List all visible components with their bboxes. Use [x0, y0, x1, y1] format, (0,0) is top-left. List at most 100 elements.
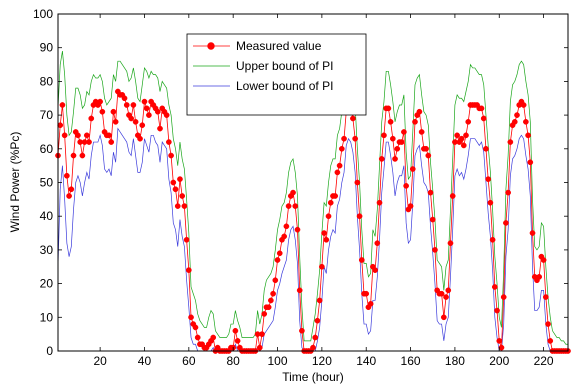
measured-point — [449, 193, 456, 199]
y-tick-label: 20 — [40, 277, 54, 291]
measured-point — [316, 297, 323, 304]
measured-point — [487, 199, 494, 206]
measured-point — [536, 274, 543, 280]
measured-point — [66, 193, 72, 199]
measured-point — [75, 132, 81, 139]
measured-point — [367, 300, 374, 307]
marker-layer — [55, 88, 571, 354]
measured-point — [483, 145, 489, 152]
measured-point — [525, 132, 531, 139]
measured-point — [465, 118, 472, 125]
measured-point — [381, 132, 387, 139]
measured-point — [425, 152, 432, 159]
measured-point — [99, 108, 106, 115]
measured-point — [68, 186, 75, 193]
measured-point — [168, 152, 174, 159]
measured-point — [166, 139, 172, 145]
measured-point — [505, 189, 511, 196]
measured-point — [418, 129, 425, 135]
measured-point — [354, 179, 361, 186]
measured-point — [188, 314, 194, 321]
measured-point — [401, 129, 407, 135]
x-tick-label: 100 — [268, 354, 288, 368]
measured-point — [143, 105, 150, 112]
measured-point — [265, 304, 272, 311]
measured-point — [132, 118, 139, 125]
x-tick-label: 20 — [93, 354, 107, 368]
measured-point — [270, 290, 276, 297]
measured-point — [496, 338, 503, 344]
measured-point — [407, 203, 414, 209]
measured-point — [172, 186, 179, 193]
legend-box — [186, 33, 367, 116]
measured-point — [210, 334, 217, 341]
measured-point — [283, 223, 290, 230]
x-tick-label: 180 — [445, 354, 465, 368]
x-tick-label: 60 — [182, 354, 196, 368]
measured-point — [70, 152, 77, 159]
measured-point — [310, 344, 316, 351]
measured-point — [489, 236, 496, 243]
measured-point — [494, 307, 500, 314]
measured-point — [403, 183, 409, 189]
measured-point — [272, 277, 279, 284]
legend-measured-marker — [207, 42, 215, 50]
measured-point — [540, 257, 547, 263]
measured-point — [83, 132, 90, 139]
measured-point — [314, 317, 321, 324]
measured-point — [79, 152, 86, 159]
y-tick-label: 10 — [40, 310, 54, 324]
measured-point — [416, 108, 423, 115]
measured-point — [181, 203, 188, 209]
measured-point — [376, 199, 383, 206]
measured-point — [423, 145, 429, 152]
measured-point — [108, 139, 115, 145]
measured-point — [163, 112, 170, 118]
measured-point — [179, 193, 186, 199]
measured-point — [154, 108, 161, 115]
y-tick-label: 40 — [40, 209, 54, 223]
measured-point — [261, 311, 268, 317]
measured-point — [281, 233, 288, 240]
measured-point — [363, 290, 370, 297]
measured-point — [234, 338, 241, 344]
measured-point — [128, 115, 135, 122]
measured-point — [454, 132, 460, 139]
measured-point — [440, 314, 447, 321]
measured-point — [542, 294, 549, 300]
measured-point — [232, 327, 239, 334]
measured-point — [545, 321, 551, 327]
y-tick-label: 0 — [46, 344, 53, 358]
measured-point — [192, 324, 199, 331]
y-tick-label: 80 — [40, 74, 54, 88]
legend: Measured value Upper bound of PI Lower b… — [186, 33, 367, 116]
measured-point — [387, 118, 394, 125]
measured-point — [194, 334, 201, 341]
measured-point — [97, 98, 103, 105]
measured-point — [130, 102, 137, 108]
measured-point — [183, 236, 190, 243]
measured-point — [88, 115, 95, 122]
measured-point — [185, 267, 192, 273]
y-tick-label: 30 — [40, 243, 54, 257]
measured-point — [447, 240, 454, 247]
y-tick-label: 100 — [33, 7, 53, 21]
measured-point — [121, 95, 128, 102]
measured-point — [491, 284, 498, 290]
measured-point — [61, 132, 68, 139]
series-line-1 — [57, 51, 568, 345]
measured-point — [389, 135, 396, 142]
measured-point — [507, 139, 514, 145]
measured-point — [338, 145, 345, 152]
measured-point — [503, 220, 509, 226]
measured-point — [256, 344, 263, 351]
measured-point — [385, 105, 392, 112]
measured-point — [358, 257, 365, 263]
measured-point — [86, 139, 92, 145]
measured-point — [112, 118, 119, 125]
measured-point — [378, 156, 385, 162]
measured-point — [432, 247, 438, 253]
measured-point — [170, 179, 177, 186]
measured-point — [372, 267, 378, 273]
measured-point — [500, 294, 507, 300]
